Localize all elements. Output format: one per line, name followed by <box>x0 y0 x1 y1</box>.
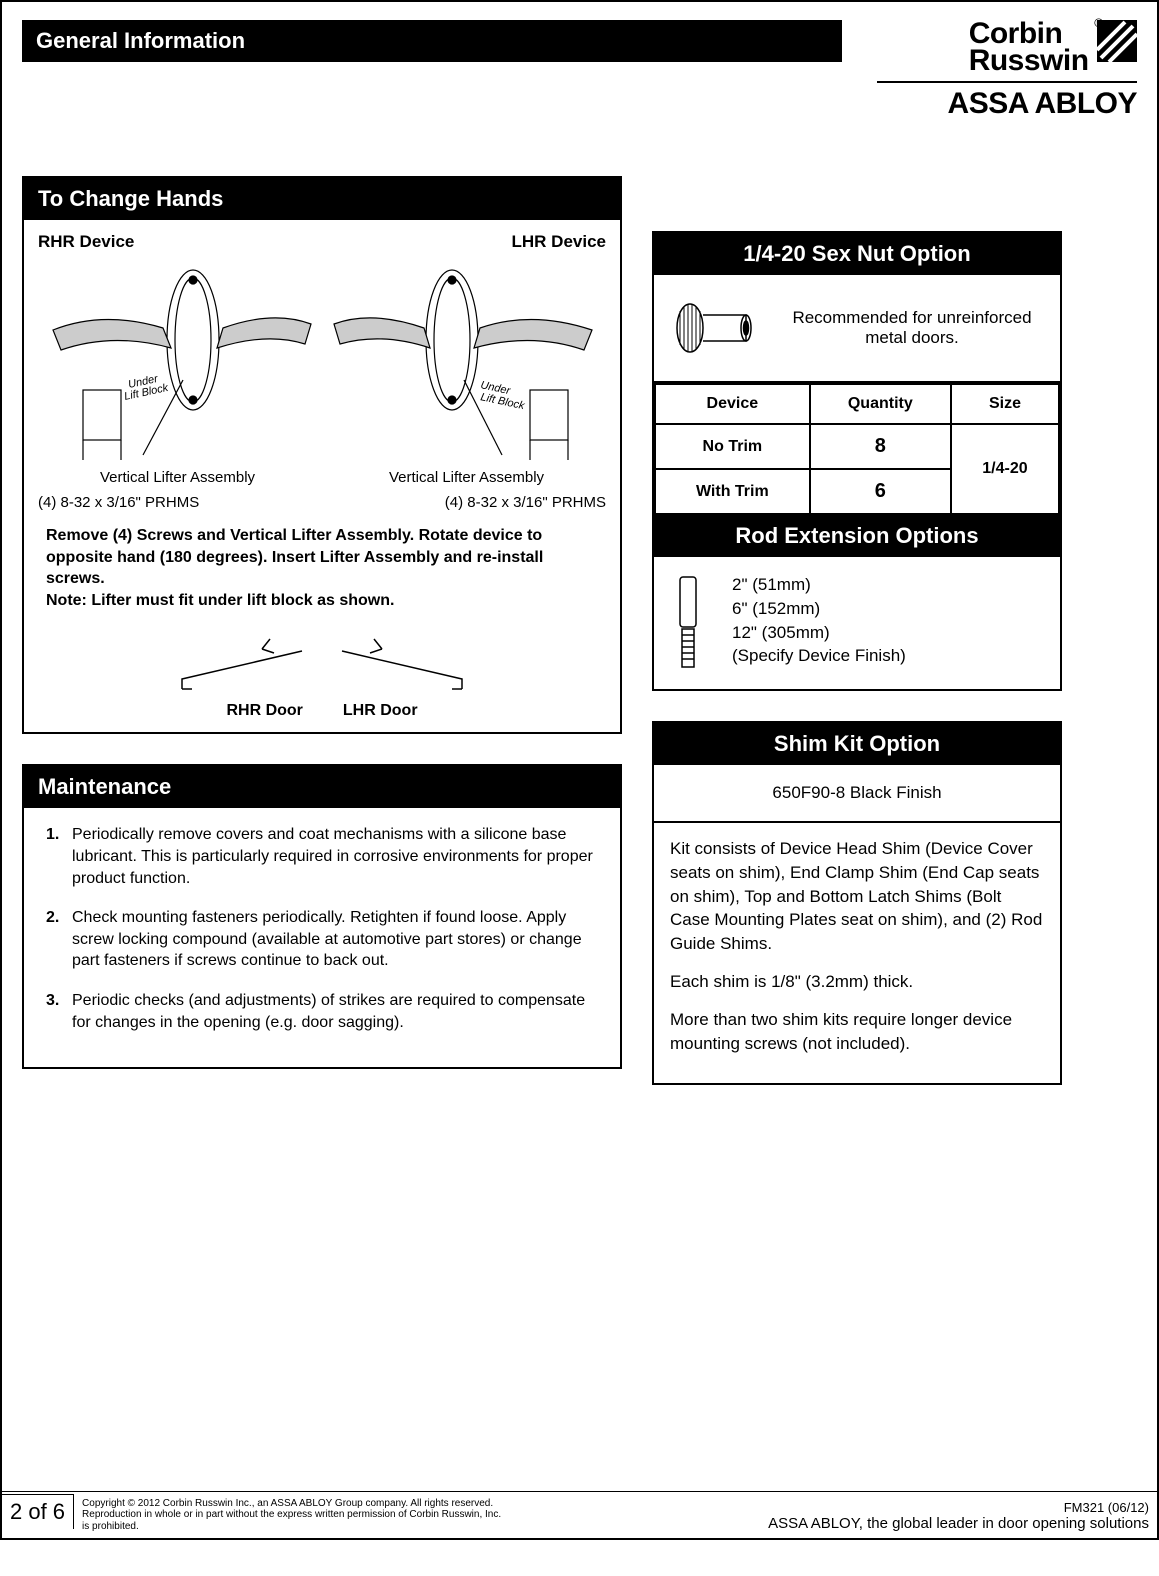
lhr-caption: Vertical Lifter Assembly <box>327 469 606 486</box>
copyright-text: Copyright © 2012 Corbin Russwin Inc., an… <box>82 1494 502 1533</box>
table-header: Quantity <box>810 384 951 424</box>
change-hands-title: To Change Hands <box>24 178 620 220</box>
shim-kit-para: Kit consists of Device Head Shim (Device… <box>670 837 1044 956</box>
table-cell: 8 <box>810 424 951 469</box>
rod-ext-line: 2" (51mm) <box>732 573 906 597</box>
rod-ext-line: (Specify Device Finish) <box>732 644 906 668</box>
maintenance-item: Periodic checks (and adjustments) of str… <box>72 990 598 1033</box>
brand-logo: Corbin Russwin ® ASSA ABLOY <box>877 20 1137 121</box>
lhr-device-label: LHR Device <box>512 232 606 252</box>
maintenance-item: Periodically remove covers and coat mech… <box>72 824 598 889</box>
sex-nut-icon <box>668 293 758 363</box>
maintenance-item: Check mounting fasteners periodically. R… <box>72 907 598 972</box>
logo-stripes-icon <box>1097 20 1137 62</box>
lhr-device-diagram: Under Lift Block <box>332 260 602 470</box>
footer-tagline: ASSA ABLOY, the global leader in door op… <box>768 1515 1149 1532</box>
rhr-door-label: RHR Door <box>226 702 302 720</box>
rod-ext-line: 12" (305mm) <box>732 621 906 645</box>
maintenance-list: Periodically remove covers and coat mech… <box>38 820 606 1055</box>
sex-nut-panel: 1/4-20 Sex Nut Option <box>652 231 1062 691</box>
table-cell: 6 <box>810 469 951 514</box>
table-header: Size <box>951 384 1059 424</box>
shim-kit-title: Shim Kit Option <box>654 723 1060 765</box>
table-cell: No Trim <box>655 424 810 469</box>
page-number: 2 of 6 <box>2 1494 74 1529</box>
screws-right: (4) 8-32 x 3/16" PRHMS <box>445 494 606 511</box>
doc-number: FM321 (06/12) <box>768 1500 1149 1515</box>
logo-parent: ASSA ABLOY <box>948 87 1137 120</box>
rhr-device-label: RHR Device <box>38 232 134 252</box>
rod-ext-title: Rod Extension Options <box>654 515 1060 557</box>
shim-kit-para: More than two shim kits require longer d… <box>670 1008 1044 1056</box>
rod-ext-line: 6" (152mm) <box>732 597 906 621</box>
shim-kit-description: Kit consists of Device Head Shim (Device… <box>654 823 1060 1083</box>
rod-extension-icon <box>668 573 708 673</box>
maintenance-title: Maintenance <box>24 766 620 808</box>
screws-left: (4) 8-32 x 3/16" PRHMS <box>38 494 199 511</box>
sex-nut-recommend: Recommended for unreinforced metal doors… <box>778 308 1046 348</box>
sex-nut-table: Device Quantity Size No Trim 8 1/4-20 Wi… <box>654 383 1060 515</box>
table-cell: With Trim <box>655 469 810 514</box>
change-hands-note: Note: Lifter must fit under lift block a… <box>46 592 394 609</box>
rod-ext-list: 2" (51mm) 6" (152mm) 12" (305mm) (Specif… <box>732 573 906 668</box>
page-title: General Information <box>22 20 842 62</box>
sex-nut-title: 1/4-20 Sex Nut Option <box>654 233 1060 275</box>
change-hands-panel: To Change Hands RHR Device LHR Device <box>22 176 622 734</box>
door-swing-diagram <box>162 631 482 701</box>
maintenance-panel: Maintenance Periodically remove covers a… <box>22 764 622 1069</box>
logo-line2: Russwin <box>969 44 1089 77</box>
change-hands-instruction: Remove (4) Screws and Vertical Lifter As… <box>46 527 543 587</box>
shim-kit-para: Each shim is 1/8" (3.2mm) thick. <box>670 970 1044 994</box>
rhr-caption: Vertical Lifter Assembly <box>38 469 317 486</box>
shim-kit-code: 650F90-8 Black Finish <box>654 765 1060 823</box>
lhr-door-label: LHR Door <box>343 702 418 720</box>
rhr-device-diagram: Under Lift Block <box>43 260 313 470</box>
table-header: Device <box>655 384 810 424</box>
shim-kit-panel: Shim Kit Option 650F90-8 Black Finish Ki… <box>652 721 1062 1085</box>
table-cell-size: 1/4-20 <box>951 424 1059 514</box>
